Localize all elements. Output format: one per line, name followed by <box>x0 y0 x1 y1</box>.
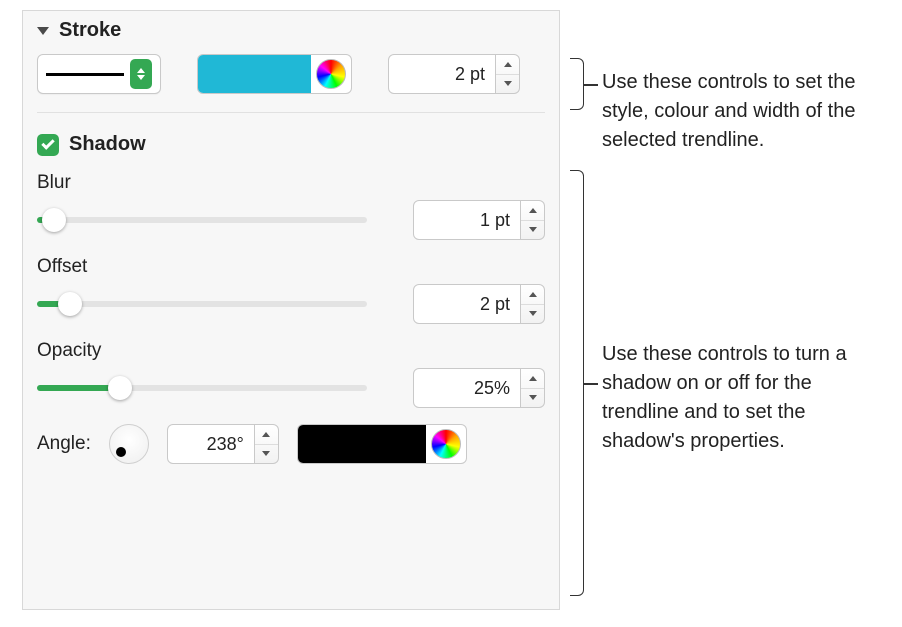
opacity-stepper[interactable] <box>521 368 545 408</box>
opacity-label: Opacity <box>37 340 545 362</box>
offset-label: Offset <box>37 256 545 278</box>
blur-stepper[interactable] <box>521 200 545 240</box>
stroke-color-swatch[interactable] <box>198 55 311 93</box>
blur-value: 1 pt <box>480 210 510 231</box>
disclosure-triangle-icon[interactable] <box>37 27 49 35</box>
bracket-icon <box>570 170 584 596</box>
color-wheel-icon[interactable] <box>316 59 346 89</box>
blur-slider[interactable] <box>37 208 367 232</box>
offset-stepper[interactable] <box>521 284 545 324</box>
shadow-color-swatch[interactable] <box>298 425 426 463</box>
chevron-down-icon[interactable] <box>529 227 537 232</box>
opacity-slider-thumb[interactable] <box>108 376 132 400</box>
stroke-style-popup[interactable] <box>37 54 161 94</box>
opacity-value: 25% <box>474 378 510 399</box>
stroke-width-value: 2 pt <box>455 64 485 85</box>
chevron-down-icon[interactable] <box>504 81 512 86</box>
stroke-callout-text: Use these controls to set the style, col… <box>602 68 892 155</box>
angle-input[interactable]: 238° <box>167 424 255 464</box>
offset-slider-thumb[interactable] <box>58 292 82 316</box>
blur-input[interactable]: 1 pt <box>413 200 521 240</box>
offset-input[interactable]: 2 pt <box>413 284 521 324</box>
chevron-up-icon[interactable] <box>529 208 537 213</box>
opacity-slider[interactable] <box>37 376 367 400</box>
checkmark-icon <box>41 136 54 149</box>
leader-line-icon <box>584 84 598 86</box>
shadow-checkbox-row: Shadow <box>37 133 545 156</box>
shadow-checkbox[interactable] <box>37 134 59 156</box>
chevron-down-icon[interactable] <box>262 451 270 456</box>
offset-field: 2 pt <box>413 284 545 324</box>
stroke-controls-row: 2 pt <box>37 54 545 94</box>
offset-slider[interactable] <box>37 292 367 316</box>
shadow-callout-text: Use these controls to turn a shadow on o… <box>602 340 892 456</box>
angle-value: 238° <box>207 434 244 455</box>
offset-value: 2 pt <box>480 294 510 315</box>
chevron-down-icon[interactable] <box>529 311 537 316</box>
blur-field: 1 pt <box>413 200 545 240</box>
chevron-down-icon[interactable] <box>529 395 537 400</box>
angle-row: Angle: 238° <box>37 424 545 464</box>
leader-line-icon <box>584 383 598 385</box>
callouts-layer: Use these controls to set the style, col… <box>560 0 890 627</box>
blur-slider-thumb[interactable] <box>42 208 66 232</box>
angle-stepper[interactable] <box>255 424 279 464</box>
stroke-color-well[interactable] <box>197 54 352 94</box>
stroke-header-label: Stroke <box>59 19 121 42</box>
angle-field: 238° <box>167 424 279 464</box>
stroke-width-stepper[interactable] <box>496 54 520 94</box>
shadow-color-well[interactable] <box>297 424 467 464</box>
shadow-label: Shadow <box>69 133 146 156</box>
section-divider <box>37 112 545 113</box>
opacity-input[interactable]: 25% <box>413 368 521 408</box>
opacity-field: 25% <box>413 368 545 408</box>
stroke-width-field: 2 pt <box>388 54 520 94</box>
angle-indicator-icon <box>116 447 126 457</box>
bracket-icon <box>570 58 584 110</box>
line-style-preview-icon <box>46 73 124 76</box>
color-wheel-icon[interactable] <box>431 429 461 459</box>
blur-group: Blur 1 pt <box>37 172 545 240</box>
chevron-up-icon[interactable] <box>529 376 537 381</box>
popup-arrows-icon[interactable] <box>130 59 152 89</box>
stroke-section-header[interactable]: Stroke <box>37 19 545 42</box>
offset-group: Offset 2 pt <box>37 256 545 324</box>
stroke-width-input[interactable]: 2 pt <box>388 54 496 94</box>
chevron-up-icon[interactable] <box>529 292 537 297</box>
angle-dial[interactable] <box>109 424 149 464</box>
chevron-up-icon[interactable] <box>262 432 270 437</box>
inspector-panel: Stroke 2 pt Shadow <box>22 10 560 610</box>
opacity-group: Opacity 25% <box>37 340 545 408</box>
blur-label: Blur <box>37 172 545 194</box>
angle-label: Angle: <box>37 433 91 455</box>
chevron-up-icon[interactable] <box>504 62 512 67</box>
